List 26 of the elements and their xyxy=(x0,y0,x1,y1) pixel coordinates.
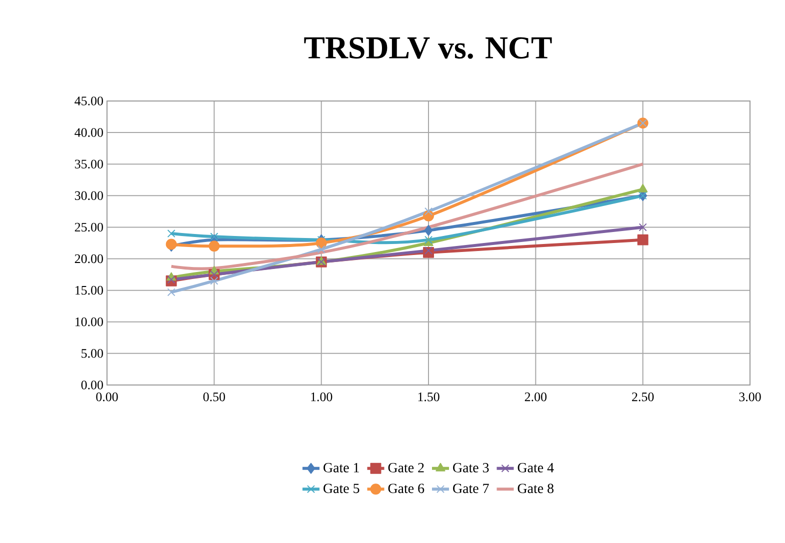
y-tick-label: 25.00 xyxy=(74,222,103,232)
x-tick-label: 0.50 xyxy=(203,392,226,402)
y-tick-label: 10.00 xyxy=(75,317,103,326)
y-tick-label: 40.00 xyxy=(74,128,103,137)
legend-label: Gate 5 xyxy=(324,484,360,494)
chart-title: TRSDLV vs. NCT xyxy=(304,37,552,59)
y-tick-label: 15.00 xyxy=(75,286,103,295)
y-tick-label: 5.00 xyxy=(82,349,103,358)
legend-label: Gate 8 xyxy=(518,484,554,494)
legend-label: Gate 2 xyxy=(388,463,424,472)
x-tick-label: 1.50 xyxy=(418,392,440,402)
legend-label: Gate 3 xyxy=(453,463,489,472)
legend-label: Gate 1 xyxy=(324,463,359,472)
legend-label: Gate 7 xyxy=(453,484,489,494)
x-tick-label: 2.50 xyxy=(632,392,654,402)
y-tick-label: 0.00 xyxy=(81,380,103,390)
legend-label: Gate 6 xyxy=(388,484,424,494)
legend-label: Gate 4 xyxy=(518,463,554,472)
y-tick-label: 45.00 xyxy=(74,96,103,106)
y-tick-label: 20.00 xyxy=(74,254,103,264)
x-tick-label: 3.00 xyxy=(739,392,761,402)
y-tick-label: 30.00 xyxy=(74,191,103,200)
x-tick-label: 0.00 xyxy=(96,392,118,402)
x-tick-label: 2.00 xyxy=(524,392,547,402)
x-tick-label: 1.00 xyxy=(311,392,332,402)
y-tick-label: 35.00 xyxy=(74,160,103,168)
